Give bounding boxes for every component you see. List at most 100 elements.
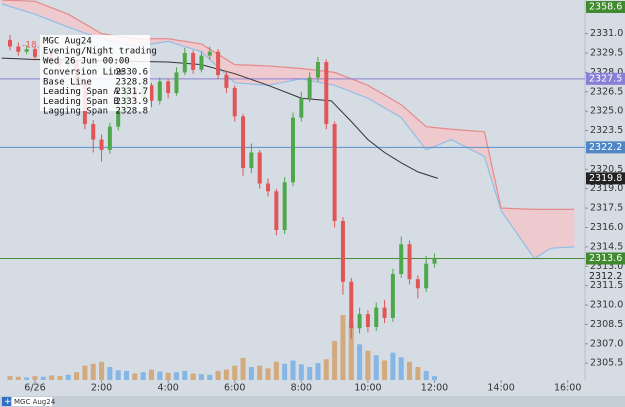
y-tick-label: 2325.0 [590, 106, 623, 117]
price-label: 2322.2 [589, 142, 622, 153]
legend-row-name: Base Line [43, 77, 92, 87]
volume-bar [223, 369, 229, 380]
volume-bar [290, 360, 296, 380]
candle-body [116, 108, 121, 127]
volume-bar [115, 370, 121, 380]
tab-bar [0, 396, 625, 407]
volume-bar [165, 372, 171, 380]
candle-body [157, 81, 162, 101]
volume-bar [107, 367, 113, 380]
volume-bar [323, 359, 329, 380]
volume-bar [365, 350, 371, 380]
price-label: 2312.2 [589, 271, 622, 282]
x-tick-label: 4:00 [157, 383, 178, 394]
y-tick-label: 2308.5 [590, 319, 623, 330]
candle-body [266, 183, 271, 192]
volume-bar [140, 372, 146, 380]
candle-body [382, 307, 387, 318]
candle-body [216, 51, 221, 75]
y-tick-label: 2329.5 [590, 47, 623, 58]
legend-symbol: MGC Aug24 [43, 37, 92, 47]
legend-background [40, 35, 150, 111]
volume-bar [407, 361, 413, 380]
candle-body [357, 314, 362, 329]
x-tick-label: 6/26 [24, 383, 45, 394]
legend-box: MGC Aug24 Evening/Night trading Wed 26 J… [40, 35, 157, 117]
y-tick-label: 2316.0 [590, 222, 623, 233]
volume-bar [65, 374, 71, 380]
legend-row-value: 2331.7 [115, 87, 148, 97]
price-label-box [586, 252, 625, 265]
candle-body [324, 62, 329, 125]
candle-body [257, 152, 262, 184]
volume-bar [32, 376, 38, 380]
candle-body [224, 74, 229, 88]
axis-layer: 2305.5 2307.0 2308.5 2310.0 2311.5 2313.0 2314… [24, 1, 625, 394]
volume-bar [257, 365, 263, 380]
volume-bar [373, 355, 379, 380]
tab[interactable] [12, 397, 52, 406]
x-tick-label: 14:00 [487, 383, 514, 394]
x-tick-label: 16:00 [554, 383, 581, 394]
volume-bar [182, 370, 188, 380]
price-label-box [586, 172, 625, 185]
candle-body [182, 52, 187, 73]
candle-body [166, 81, 171, 94]
volume-bar [198, 374, 204, 380]
volume-bar [273, 361, 279, 380]
candle-body [16, 46, 21, 52]
y-tick-label: 2328.0 [590, 67, 623, 78]
volume-bar [340, 315, 346, 380]
tab-icon[interactable] [2, 397, 11, 406]
volume-bar [357, 344, 363, 380]
price-label-box [586, 141, 625, 154]
price-label: 2319.8 [589, 173, 622, 184]
volume-bar [49, 375, 55, 380]
annotation: -18.6 [22, 41, 46, 51]
candle-body [299, 98, 304, 118]
legend-row-name: Leading Span B [43, 97, 119, 107]
legend-date: Wed 26 Jun 00:00 [43, 57, 130, 67]
volume-bar [157, 371, 163, 380]
candle-body [7, 40, 12, 47]
price-label-box [586, 1, 625, 13]
candle-body [232, 87, 237, 117]
volume-bar [15, 376, 21, 380]
volume-bar [382, 360, 388, 380]
volume-bar [348, 321, 354, 380]
candle-body [99, 139, 104, 150]
volume-bar [248, 367, 254, 380]
volume-bar [24, 377, 30, 380]
legend-row-value: 2328.8 [115, 107, 148, 117]
volume-bar [398, 357, 404, 380]
volume-bar [40, 376, 46, 380]
legend-session: Evening/Night trading [43, 47, 157, 57]
legend-row-name: Conversion Line [43, 68, 124, 78]
legend-row-name: Leading Span A [43, 87, 119, 97]
volume-bar [57, 376, 63, 380]
volume-bar [190, 373, 196, 380]
candle-body [207, 51, 212, 56]
y-tick-label: 2310.0 [590, 300, 623, 311]
volume-layer [7, 315, 438, 380]
volume-bar [432, 376, 438, 380]
legend-row-value: 2333.9 [115, 97, 148, 107]
price-label: 2327.5 [589, 73, 622, 84]
candle-body [249, 152, 254, 169]
volume-bar [148, 369, 154, 380]
tab-label[interactable]: MGC Aug24 [14, 398, 56, 406]
volume-bar [423, 370, 429, 380]
volume-bar [298, 364, 304, 380]
candle-body [340, 221, 345, 282]
volume-bar [207, 374, 213, 380]
candle-body [399, 244, 404, 275]
candle-body [191, 52, 196, 70]
volume-bar [74, 372, 80, 380]
volume-bar [332, 341, 338, 380]
candle-body [332, 124, 337, 222]
price-label: 2313.6 [589, 253, 622, 264]
y-tick-label: 2323.5 [590, 125, 623, 136]
x-tick-label: 2:00 [91, 383, 112, 394]
